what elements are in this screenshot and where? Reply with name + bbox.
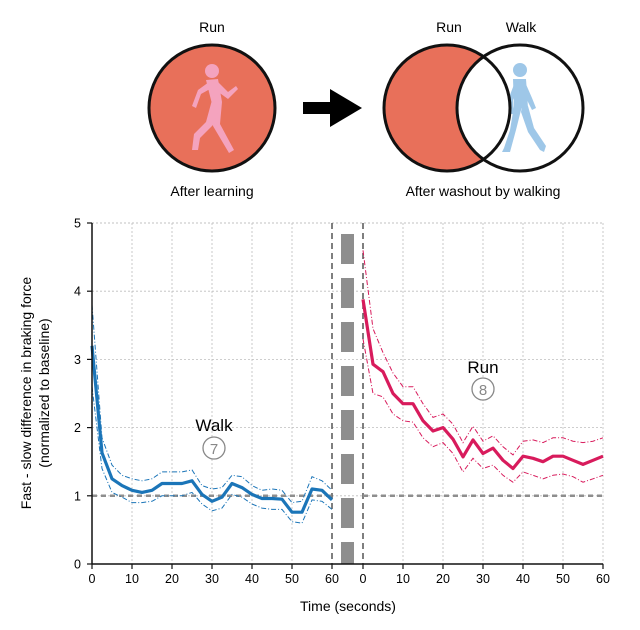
overlap-region (457, 45, 510, 171)
x-tick-label: 20 (165, 572, 179, 586)
schematic-diagram: Run After learning Run Walk (147, 19, 585, 199)
running-person-icon (192, 64, 238, 153)
walking-person-icon (502, 63, 546, 152)
x-tick-label: 60 (325, 572, 339, 586)
y-tick-label: 2 (74, 421, 81, 435)
run-badge: 8 (471, 377, 495, 401)
walk-badge: 7 (202, 436, 226, 460)
x-tick-label: 10 (396, 572, 410, 586)
right-walk-label: Walk (506, 19, 538, 35)
x-tick-label: 0 (89, 572, 96, 586)
series-upper-bound-1 (362, 250, 604, 456)
x-tick-label: 50 (556, 572, 570, 586)
y-axis-title-line2: (normalized to baseline) (36, 318, 52, 467)
run-badge-number: 8 (479, 382, 487, 399)
y-tick-label: 4 (74, 285, 81, 299)
series-lower-bound-0 (91, 386, 333, 524)
series-line-1 (361, 299, 604, 471)
right-caption: After washout by walking (406, 183, 561, 199)
y-tick-label: 1 (74, 489, 81, 503)
right-run-label: Run (436, 19, 462, 35)
x-tick-label: 60 (596, 572, 610, 586)
y-axis-title-line1: Fast - slow difference in braking force (18, 277, 34, 510)
x-tick-label: 20 (436, 572, 450, 586)
series-lower-bound-1 (362, 338, 604, 483)
x-tick-label: 40 (516, 572, 530, 586)
washout-gap (331, 223, 364, 564)
left-run-label: Run (199, 19, 225, 35)
arrow-right-icon (303, 89, 362, 127)
y-tick-label: 0 (74, 558, 81, 572)
series-upper-bound-0 (91, 304, 333, 504)
x-tick-label: 30 (476, 572, 490, 586)
walk-circle (455, 43, 585, 173)
run-annotation: Run (467, 358, 498, 377)
x-tick-label: 50 (285, 572, 299, 586)
x-axis-title: Time (seconds) (300, 598, 396, 614)
series-layer (90, 250, 604, 524)
x-tick-label: 40 (245, 572, 259, 586)
walk-annotation: Walk (195, 416, 233, 435)
x-tick-label: 30 (205, 572, 219, 586)
y-tick-label: 5 (74, 217, 81, 231)
y-tick-label: 3 (74, 353, 81, 367)
x-tick-label: 10 (125, 572, 139, 586)
walk-badge-number: 7 (210, 441, 218, 458)
series-line-0 (90, 345, 334, 514)
x-tick-label: 0 (360, 572, 367, 586)
left-caption: After learning (170, 183, 253, 199)
